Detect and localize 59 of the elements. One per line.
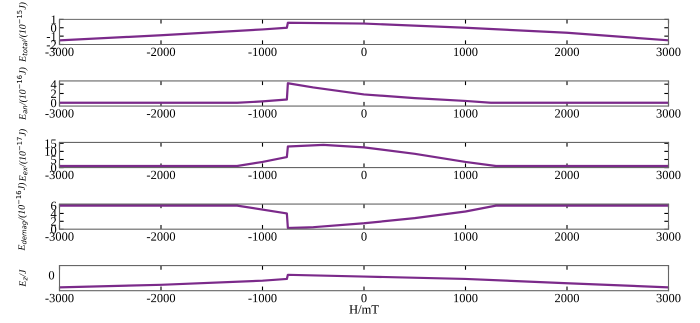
x-tick-label: -1000 bbox=[248, 232, 277, 241]
line-series bbox=[60, 22, 668, 42]
x-tick-label: 2000 bbox=[555, 232, 580, 241]
y-tick-label: -1 bbox=[46, 32, 56, 40]
y-tick-label: 5 bbox=[51, 156, 56, 164]
y-tick-label: 10 bbox=[45, 147, 56, 156]
x-tick-label: -3000 bbox=[45, 170, 74, 180]
y-tick-label: 2 bbox=[51, 217, 56, 226]
x-tick-label: -2000 bbox=[146, 232, 176, 241]
line-series bbox=[60, 204, 668, 230]
x-tick-label: -2000 bbox=[146, 294, 176, 302]
y-tick-label: 6 bbox=[51, 202, 56, 210]
x-tick-label: 3000 bbox=[656, 109, 681, 118]
x-tick-label: -2000 bbox=[146, 109, 176, 118]
line-series bbox=[60, 144, 668, 168]
x-tick-label: -3000 bbox=[45, 48, 74, 56]
x-axis-title: H/mT bbox=[349, 305, 379, 314]
x-tick-label: 0 bbox=[361, 109, 367, 118]
x-tick-label: -1000 bbox=[248, 109, 277, 118]
x-tick-label: 3000 bbox=[656, 294, 681, 302]
y-tick-label: 2 bbox=[51, 90, 56, 98]
y-tick-label: 15 bbox=[45, 139, 56, 148]
x-tick-label: 2000 bbox=[555, 109, 580, 118]
x-tick-label: 1000 bbox=[454, 170, 478, 180]
y-axis-title: E$_{demag}$/(10$^{−16}$J) bbox=[16, 182, 28, 251]
x-tick-label: -2000 bbox=[146, 48, 176, 56]
line-series bbox=[60, 82, 668, 104]
x-tick-label: 1000 bbox=[454, 109, 478, 118]
y-axis-title: E$_{z}$/J bbox=[19, 269, 28, 287]
y-tick-label: -2 bbox=[46, 40, 56, 49]
x-tick-label: -1000 bbox=[248, 170, 277, 180]
x-tick-label: 3000 bbox=[656, 170, 681, 180]
x-tick-label: 1000 bbox=[454, 294, 478, 302]
x-tick-label: -3000 bbox=[45, 109, 74, 118]
y-tick-label: 0 bbox=[50, 164, 56, 172]
x-tick-label: -3000 bbox=[45, 232, 74, 241]
y-tick-label: 0 bbox=[50, 98, 56, 108]
x-tick-label: 0 bbox=[361, 170, 367, 180]
y-tick-label: 4 bbox=[50, 210, 57, 218]
x-tick-label: 3000 bbox=[656, 232, 681, 241]
x-tick-label: 0 bbox=[361, 48, 367, 56]
y-tick-label: 4 bbox=[50, 80, 57, 89]
x-tick-label: 2000 bbox=[555, 48, 580, 56]
y-tick-label: 1 bbox=[52, 15, 56, 24]
x-tick-label: 3000 bbox=[656, 48, 681, 56]
x-tick-label: -3000 bbox=[45, 294, 74, 302]
y-axis-title: E$_{total}$/(10$^{−15}$J) bbox=[16, 2, 28, 62]
x-tick-label: 1000 bbox=[454, 48, 478, 56]
y-axis-title: E$_{ex}$/(10$^{−17}$J) bbox=[16, 129, 28, 182]
x-tick-label: -2000 bbox=[146, 170, 176, 180]
x-tick-label: 2000 bbox=[555, 294, 580, 302]
x-tick-label: -1000 bbox=[248, 294, 277, 302]
x-tick-label: 0 bbox=[361, 294, 367, 302]
y-axis-title: E$_{an}$/(10$^{−16}$J) bbox=[16, 67, 28, 120]
y-tick-label: 0 bbox=[50, 24, 56, 32]
x-tick-label: 2000 bbox=[555, 170, 580, 180]
x-tick-label: -1000 bbox=[248, 48, 277, 56]
x-tick-label: 0 bbox=[361, 232, 367, 241]
x-tick-label: 1000 bbox=[454, 232, 478, 241]
